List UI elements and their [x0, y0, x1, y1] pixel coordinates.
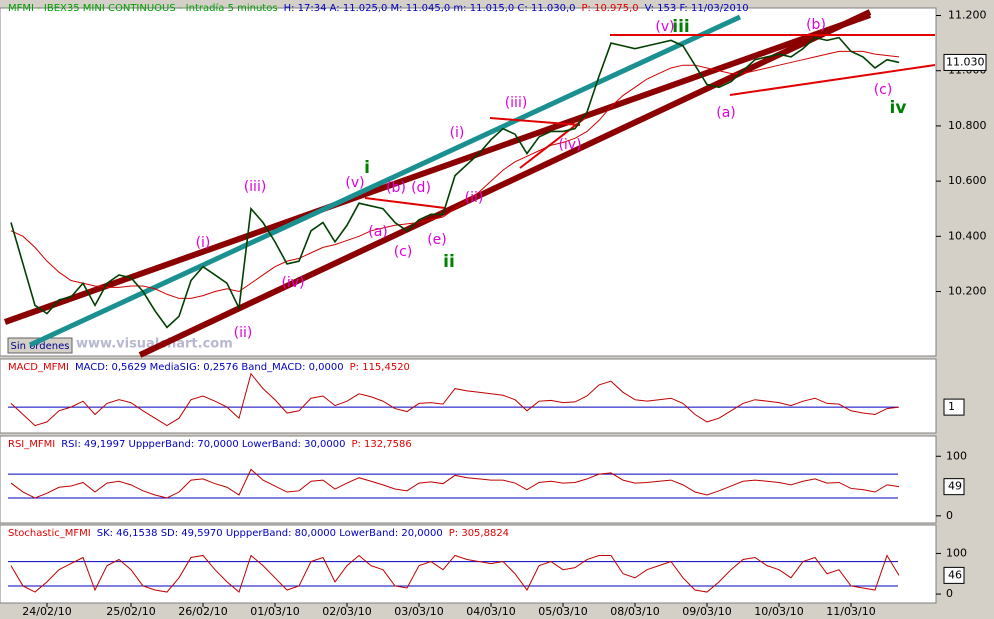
- trend-line: [138, 9, 872, 358]
- wave-label: (v): [345, 175, 364, 191]
- y-tick-label: 10.800: [948, 119, 987, 132]
- wave-label: ii: [443, 252, 455, 272]
- wave-label: (e): [427, 232, 447, 248]
- wave-label: (i): [450, 125, 465, 141]
- x-tick-label: 04/03/10: [466, 605, 515, 618]
- value-box: [943, 478, 965, 496]
- wave-label: iv: [890, 98, 907, 118]
- trend-line: [519, 117, 586, 169]
- indicator-line: [10, 554, 900, 593]
- y-tick-label: 0: [946, 509, 953, 522]
- price-panel: [0, 7, 937, 357]
- wave-label: (iv): [558, 137, 581, 153]
- macd-panel: [0, 358, 937, 434]
- panel-header: RSI_MFMI RSI: 49,1997 UppperBand: 70,0000…: [8, 439, 412, 450]
- panel-header: MACD_MFMI MACD: 0,5629 MediaSIG: 0,2576 B…: [8, 362, 410, 373]
- header-part: MFMI - IBEX35 MINI CONTINUOUS - Intradía…: [8, 2, 278, 14]
- wave-label: (a): [368, 224, 388, 240]
- header-part: RSI: 49,1997 UppperBand: 70,0000 LowerBa…: [61, 439, 345, 450]
- wave-label: i: [364, 158, 370, 178]
- wave-label: (i): [196, 235, 211, 251]
- indicator-line: [10, 372, 900, 427]
- value-box-label: 46: [948, 568, 962, 581]
- indicator-line: [10, 468, 900, 499]
- trend-line: [729, 64, 936, 96]
- watermark: www.visualchart.com: [76, 337, 233, 352]
- orders-button-label[interactable]: Sin órdenes: [11, 340, 70, 352]
- header-part: RSI_MFMI: [8, 439, 55, 450]
- wave-label: (c): [394, 244, 413, 260]
- x-tick-label: 25/02/10: [106, 605, 155, 618]
- value-box-label: 1: [948, 400, 955, 413]
- x-tick-label: 24/02/10: [22, 605, 71, 618]
- x-tick-label: 11/03/10: [826, 605, 875, 618]
- header-part: P: 10.975,0: [582, 3, 639, 14]
- value-box: [943, 566, 965, 584]
- header-part: V: 153 F: 11/03/2010: [645, 3, 749, 14]
- rsi-panel: [0, 435, 937, 524]
- y-tick-label: 100: [946, 449, 967, 462]
- header-part: MACD: 0,5629 MediaSIG: 0,2576 Band_MACD:…: [75, 362, 344, 373]
- wave-label: (iv): [281, 275, 304, 291]
- x-tick-label: 05/03/10: [538, 605, 587, 618]
- header-part: P: 115,4520: [350, 362, 410, 373]
- y-tick-label: 11.200: [948, 9, 987, 22]
- y-tick-label: 10.400: [948, 229, 987, 242]
- wave-label: (c): [874, 82, 893, 98]
- wave-label: (ii): [465, 190, 484, 206]
- wave-label: (ii): [234, 325, 253, 341]
- wave-label: (d): [411, 180, 431, 196]
- wave-label: iii: [672, 17, 689, 37]
- price-line: [10, 36, 900, 329]
- panel-header: Stochastic_MFMI SK: 46,1538 SD: 49,5970 U…: [8, 528, 509, 539]
- y-tick-label: 100: [946, 546, 967, 559]
- x-tick-label: 03/03/10: [394, 605, 443, 618]
- ma-line: [10, 50, 900, 299]
- trend-line: [28, 14, 742, 348]
- header-part: SK: 46,1538 SD: 49,5970 UppperBand: 80,0…: [97, 528, 443, 539]
- y-tick-label: 10.200: [948, 285, 987, 298]
- wave-label: (iii): [244, 179, 267, 195]
- x-tick-label: 02/03/10: [322, 605, 371, 618]
- last-price-box: [943, 53, 987, 71]
- header-part: Stochastic_MFMI: [8, 528, 91, 539]
- wave-label: (v): [655, 19, 674, 35]
- y-tick-label: 10.600: [948, 174, 987, 187]
- x-tick-label: 26/02/10: [178, 605, 227, 618]
- value-box: [943, 398, 965, 416]
- y-tick-label: 0: [946, 587, 953, 600]
- wave-label: (b): [806, 17, 826, 33]
- trend-line: [489, 117, 581, 126]
- wave-label: (b): [386, 180, 406, 196]
- panel-header: MFMI - IBEX35 MINI CONTINUOUS - Intradía…: [8, 2, 749, 14]
- header-part: MACD_MFMI: [8, 362, 69, 373]
- wave-label: (a): [716, 105, 736, 121]
- x-tick-label: 08/03/10: [610, 605, 659, 618]
- wave-label: (iii): [505, 95, 528, 111]
- x-tick-label: 09/03/10: [682, 605, 731, 618]
- header-part: H: 17:34 A: 11.025,0 M: 11.045,0 m: 11.0…: [284, 3, 576, 14]
- trend-line: [3, 12, 872, 325]
- last-price-label: 11.030: [946, 55, 985, 68]
- value-box-label: 49: [948, 480, 962, 493]
- header-part: P: 305,8824: [449, 528, 509, 539]
- trend-line: [364, 197, 446, 209]
- header-part: P: 132,7586: [351, 439, 411, 450]
- x-tick-label: 01/03/10: [250, 605, 299, 618]
- x-tick-label: 10/03/10: [754, 605, 803, 618]
